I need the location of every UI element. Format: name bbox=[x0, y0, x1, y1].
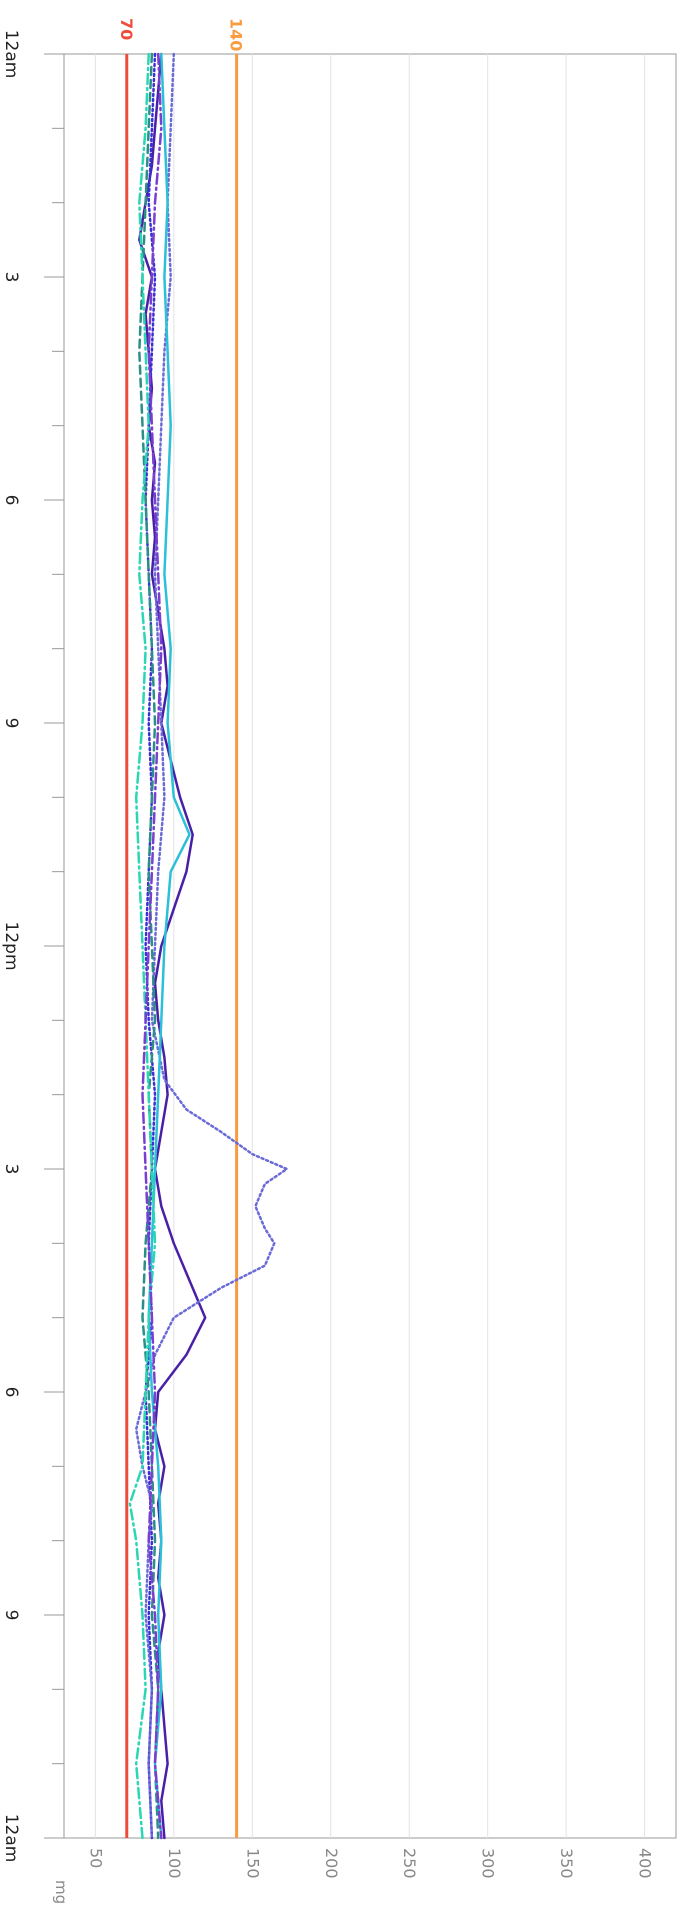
time-tick-label: 6 bbox=[1, 1387, 21, 1398]
value-tick-label: 350 bbox=[557, 1848, 576, 1879]
threshold-label: 140 bbox=[227, 18, 246, 51]
grid-layer bbox=[94, 54, 646, 1838]
value-tick-label: 250 bbox=[400, 1848, 419, 1879]
threshold-layer: 70 140 bbox=[117, 18, 246, 1838]
series-line bbox=[128, 52, 157, 1840]
series-line bbox=[134, 52, 289, 1840]
time-tick-label: 9 bbox=[1, 1610, 21, 1621]
time-tick-label: 12pm bbox=[1, 922, 21, 971]
value-tick-label: 50 bbox=[86, 1848, 105, 1868]
value-tick-label: 300 bbox=[479, 1848, 498, 1879]
tick-layer: 50 100 150 200 250 300 350 400 12am 3 6 9 12pm 3 6 9 12a… bbox=[1, 30, 655, 1879]
value-tick-label: 400 bbox=[636, 1848, 655, 1879]
time-tick-label: 12am bbox=[1, 1814, 21, 1863]
threshold-label: 70 bbox=[117, 18, 136, 40]
time-tick-label: 3 bbox=[1, 272, 21, 283]
time-tick-label: 9 bbox=[1, 718, 21, 729]
y-axis-unit-label: mg/dL bbox=[52, 1880, 70, 1904]
series-line bbox=[141, 52, 163, 1840]
value-tick-label: 100 bbox=[165, 1848, 184, 1879]
value-tick-label: 150 bbox=[243, 1848, 262, 1879]
time-tick-label: 12am bbox=[1, 30, 21, 79]
series-line bbox=[147, 52, 191, 1840]
time-tick-label: 3 bbox=[1, 1164, 21, 1175]
plot-area bbox=[63, 53, 677, 1839]
value-tick-label: 200 bbox=[322, 1848, 341, 1879]
series-line bbox=[144, 52, 157, 1840]
time-tick-label: 6 bbox=[1, 495, 21, 506]
series-line bbox=[138, 52, 160, 1840]
series-layer bbox=[128, 52, 289, 1840]
